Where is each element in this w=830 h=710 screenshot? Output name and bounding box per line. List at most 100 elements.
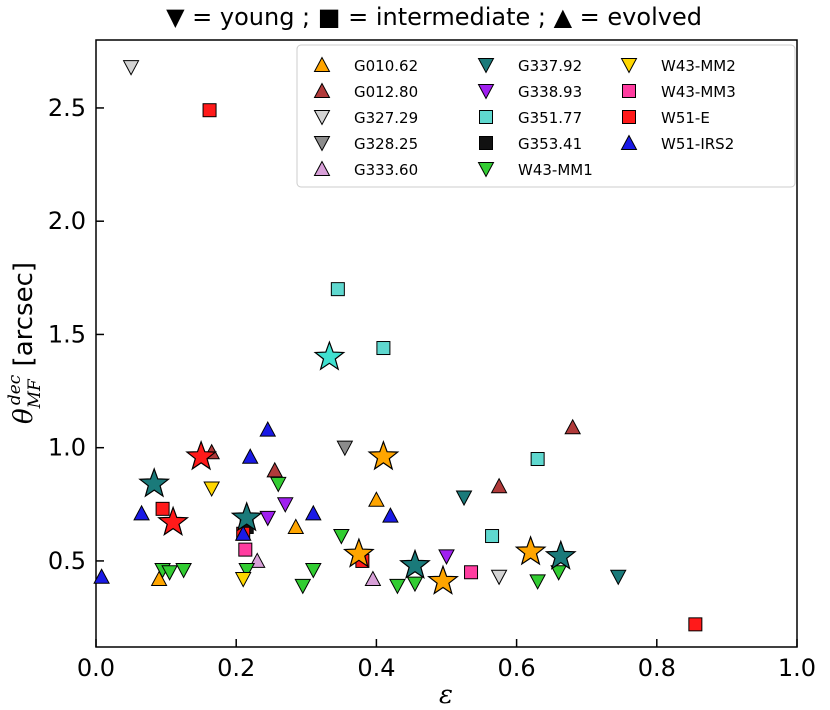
y-axis-label-sub: MF xyxy=(25,378,45,409)
legend-marker-w43-mm2 xyxy=(620,58,638,74)
point-w51-irs2 xyxy=(93,568,110,584)
point-g012-80 xyxy=(490,477,508,494)
point-g328-25 xyxy=(336,440,354,457)
legend-marker-w51-e xyxy=(622,110,636,124)
point-g338-93 xyxy=(259,510,277,527)
legend-item-g353-41: G353.41 xyxy=(479,135,582,153)
star-marker xyxy=(514,535,547,566)
legend-item-w43-mm2: W43-MM2 xyxy=(620,57,736,75)
star-marker xyxy=(544,539,577,570)
point-w51-e xyxy=(155,501,170,516)
legend-item-w51-e: W51-E xyxy=(622,109,710,127)
legend-label: G010.62 xyxy=(354,57,418,75)
legend-label: W51-IRS2 xyxy=(661,135,734,153)
chart-title: ▼ = young ; ■ = intermediate ; ▲ = evolv… xyxy=(166,3,702,31)
point-g012-80 xyxy=(564,418,582,435)
legend-label: G328.25 xyxy=(354,135,418,153)
point-w43-mm1 xyxy=(269,476,287,493)
y-tick-label: 2.0 xyxy=(48,207,86,235)
point-w51-irs2 xyxy=(241,448,259,464)
legend-label: W43-MM2 xyxy=(661,57,736,75)
legend-marker-w51-irs2 xyxy=(620,134,638,150)
point-g351-77 xyxy=(530,452,545,467)
legend-label: G333.60 xyxy=(354,161,418,179)
point-g333-60 xyxy=(364,570,382,587)
x-tick-label: 0.4 xyxy=(357,654,395,682)
point-w51-irs2 xyxy=(133,504,150,521)
star-marker xyxy=(427,564,459,595)
legend-item-g333-60: G333.60 xyxy=(313,160,418,179)
legend-label: G327.29 xyxy=(354,109,418,127)
star-marker xyxy=(138,467,171,498)
legend-label: W43-MM3 xyxy=(661,83,736,101)
legend-item-g338-93: G338.93 xyxy=(477,83,582,101)
x-tick-label: 0.0 xyxy=(77,654,115,682)
x-tick-label: 0.2 xyxy=(217,654,255,682)
point-w43-mm1 xyxy=(161,565,178,581)
point-w43-mm1 xyxy=(175,562,192,579)
point-w43-mm2 xyxy=(234,572,252,588)
star-marker xyxy=(399,548,431,580)
y-axis-label-sup: dec xyxy=(5,374,25,405)
legend-marker-w43-mm1 xyxy=(477,162,495,178)
y-tick-label: 2.5 xyxy=(48,94,86,122)
star-marker xyxy=(185,439,218,471)
legend-item-w51-irs2: W51-IRS2 xyxy=(620,134,734,153)
point-w43-mm1 xyxy=(406,576,424,593)
legend-item-g328-25: G328.25 xyxy=(313,135,418,153)
point-w43-mm1 xyxy=(550,565,567,581)
point-w51-irs2 xyxy=(304,504,322,521)
point-w43-mm1 xyxy=(529,574,546,590)
point-g010-62 xyxy=(150,570,168,587)
star-marker xyxy=(367,439,400,471)
x-tick-label: 1.0 xyxy=(778,654,816,682)
point-w51-irs2 xyxy=(234,525,252,541)
legend-label: W43-MM1 xyxy=(518,161,593,179)
point-g338-93 xyxy=(276,497,294,513)
y-tick-label: 1.5 xyxy=(48,320,86,348)
svg-text:θMFdec [arcsec]: θMFdec [arcsec] xyxy=(5,262,45,424)
point-g337-92 xyxy=(609,569,627,586)
legend-marker-g337-92 xyxy=(477,58,495,74)
star-marker xyxy=(157,505,190,537)
legend-marker-g353-41 xyxy=(479,136,493,150)
legend-marker-g328-25 xyxy=(313,136,331,152)
point-w51-e xyxy=(202,103,217,118)
legend-marker-w43-mm3 xyxy=(622,84,636,98)
y-tick-label: 0.5 xyxy=(48,547,86,575)
star-marker xyxy=(313,340,346,371)
legend-item-w43-mm3: W43-MM3 xyxy=(622,83,736,101)
x-tick-label: 0.8 xyxy=(638,654,676,682)
point-w43-mm2 xyxy=(203,481,221,498)
legend-marker-g333-60 xyxy=(313,160,331,176)
legend-item-g012-80: G012.80 xyxy=(313,82,418,101)
point-g351-77 xyxy=(485,529,500,544)
legend-label: W51-E xyxy=(661,109,710,127)
highlight-stars xyxy=(138,340,577,595)
y-axis-label-unit: [arcsec] xyxy=(9,262,39,375)
point-g351-77 xyxy=(330,282,345,297)
point-w43-mm1 xyxy=(238,562,256,579)
legend-label: G338.93 xyxy=(518,83,582,101)
legend: G010.62 G012.80 G327.29 G328.25 G333.60 G337.… xyxy=(296,44,796,188)
point-w51-irs2 xyxy=(382,507,399,523)
point-g327-29 xyxy=(490,569,508,586)
point-w43-mm1 xyxy=(389,578,406,595)
point-w43-mm3 xyxy=(464,565,479,580)
legend-label: G353.41 xyxy=(518,135,582,153)
point-g337-92 xyxy=(455,490,473,507)
legend-marker-g327-29 xyxy=(313,110,331,126)
legend-item-g327-29: G327.29 xyxy=(313,109,418,127)
y-axis-label-symbol: θ xyxy=(9,408,39,424)
legend-frame xyxy=(296,44,796,188)
star-marker xyxy=(342,537,375,568)
x-axis-label: ε xyxy=(439,680,453,710)
point-w51-irs2 xyxy=(259,421,277,437)
legend-item-g010-62: G010.62 xyxy=(313,56,418,75)
point-g351-77 xyxy=(376,341,391,356)
x-tick-label: 0.6 xyxy=(498,654,536,682)
point-w43-mm1 xyxy=(294,578,312,595)
legend-item-g337-92: G337.92 xyxy=(477,57,582,75)
legend-marker-g012-80 xyxy=(313,82,331,98)
